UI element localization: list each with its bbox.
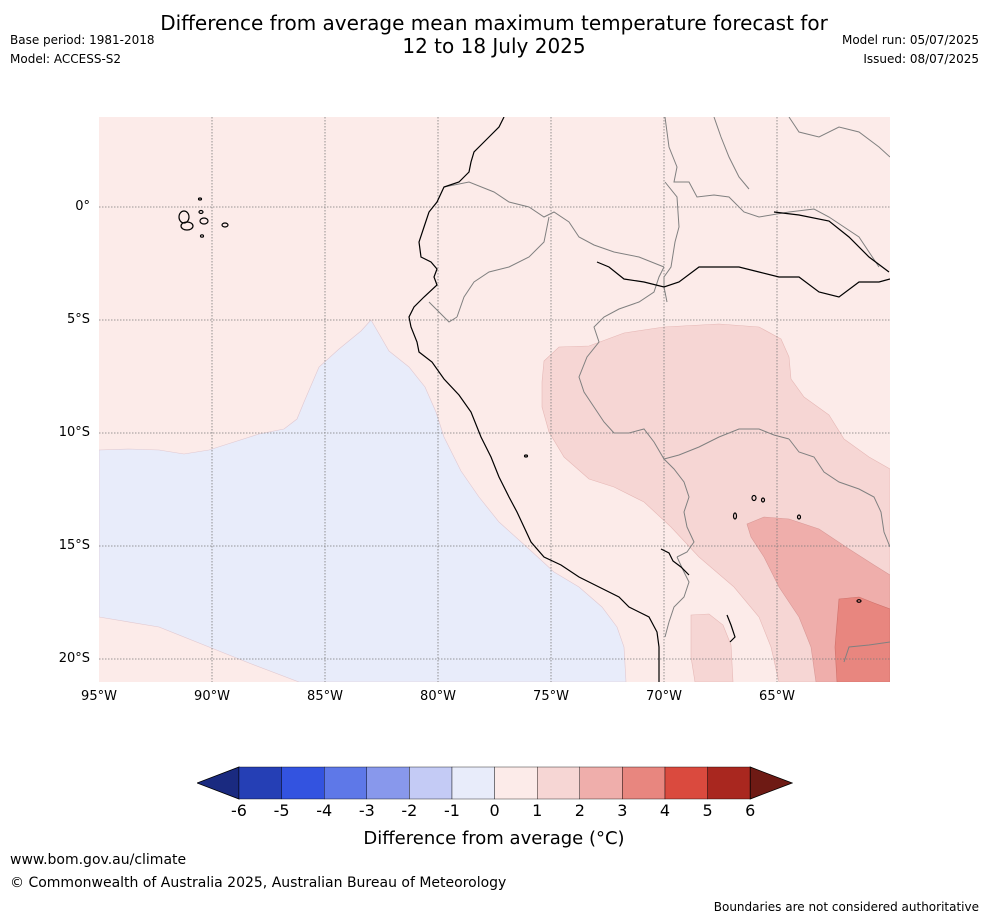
anomaly-1-2-region-south bbox=[690, 613, 734, 682]
lat-label-20s: 20°S bbox=[58, 651, 90, 666]
colorbar-swatch bbox=[238, 766, 282, 800]
lon-label-70w: 70°W bbox=[646, 689, 682, 704]
title-line-1: Difference from average mean maximum tem… bbox=[160, 11, 828, 35]
colorbar-swatch bbox=[366, 766, 410, 800]
lon-label-95w: 95°W bbox=[81, 689, 117, 704]
title-line-2: 12 to 18 July 2025 bbox=[402, 34, 586, 58]
colorbar-tick-label: 2 bbox=[574, 801, 585, 820]
colorbar-tick-label: -4 bbox=[316, 801, 333, 820]
lat-label-15s: 15°S bbox=[58, 538, 90, 553]
colorbar-extend-low bbox=[197, 766, 240, 800]
colorbar-title: Difference from average (°C) bbox=[363, 828, 625, 849]
colorbar-tick-label: 6 bbox=[745, 801, 756, 820]
colorbar-swatch bbox=[579, 766, 623, 800]
colorbar-swatch bbox=[281, 766, 325, 800]
anomaly-3-4-region bbox=[834, 596, 890, 682]
anomaly-map bbox=[99, 117, 890, 682]
issued-text: Issued: 08/07/2025 bbox=[863, 52, 979, 66]
disclaimer-text: Boundaries are not considered authoritat… bbox=[713, 900, 979, 914]
lat-label-0: 0° bbox=[75, 199, 90, 214]
copyright-text: © Commonwealth of Australia 2025, Austra… bbox=[10, 875, 507, 891]
colorbar-tick-label: -1 bbox=[444, 801, 460, 820]
colorbar-swatch bbox=[537, 766, 581, 800]
map-title: Difference from average mean maximum tem… bbox=[0, 12, 988, 58]
coastline bbox=[178, 117, 890, 682]
colorbar-swatch bbox=[494, 766, 538, 800]
graticule bbox=[99, 117, 890, 682]
lat-label-5s: 5°S bbox=[66, 312, 90, 327]
colorbar-tick-label: 4 bbox=[659, 801, 671, 820]
colorbar-tick-label: -5 bbox=[273, 801, 290, 820]
colorbar-swatch bbox=[664, 766, 708, 800]
lon-label-80w: 80°W bbox=[420, 689, 456, 704]
website-link[interactable]: www.bom.gov.au/climate bbox=[10, 852, 187, 868]
colorbar bbox=[197, 766, 793, 800]
lon-label-85w: 85°W bbox=[307, 689, 343, 704]
colorbar-tick-label: -2 bbox=[401, 801, 418, 820]
colorbar-tick-label: -3 bbox=[358, 801, 375, 820]
lon-label-75w: 75°W bbox=[533, 689, 569, 704]
colorbar-tick-label: -6 bbox=[231, 801, 247, 820]
colorbar-swatch bbox=[451, 766, 495, 800]
lat-label-10s: 10°S bbox=[58, 425, 90, 440]
colorbar-extend-high bbox=[749, 766, 793, 800]
model-text: Model: ACCESS-S2 bbox=[10, 52, 122, 66]
lon-label-65w: 65°W bbox=[759, 689, 795, 704]
colorbar-swatch bbox=[707, 766, 751, 800]
model-run-text: Model run: 05/07/2025 bbox=[841, 33, 979, 47]
country-borders bbox=[428, 117, 890, 663]
colorbar-tick-label: 1 bbox=[532, 801, 543, 820]
base-period-text: Base period: 1981-2018 bbox=[10, 33, 155, 47]
colorbar-tick-label: 3 bbox=[617, 801, 628, 820]
colorbar-tick-label: 5 bbox=[702, 801, 713, 820]
anomaly-neg1-0-region bbox=[99, 319, 627, 682]
colorbar-swatch bbox=[409, 766, 453, 800]
colorbar-swatch bbox=[323, 766, 367, 800]
colorbar-tick-label: 0 bbox=[489, 801, 500, 820]
colorbar-swatch bbox=[622, 766, 666, 800]
lon-label-90w: 90°W bbox=[194, 689, 230, 704]
